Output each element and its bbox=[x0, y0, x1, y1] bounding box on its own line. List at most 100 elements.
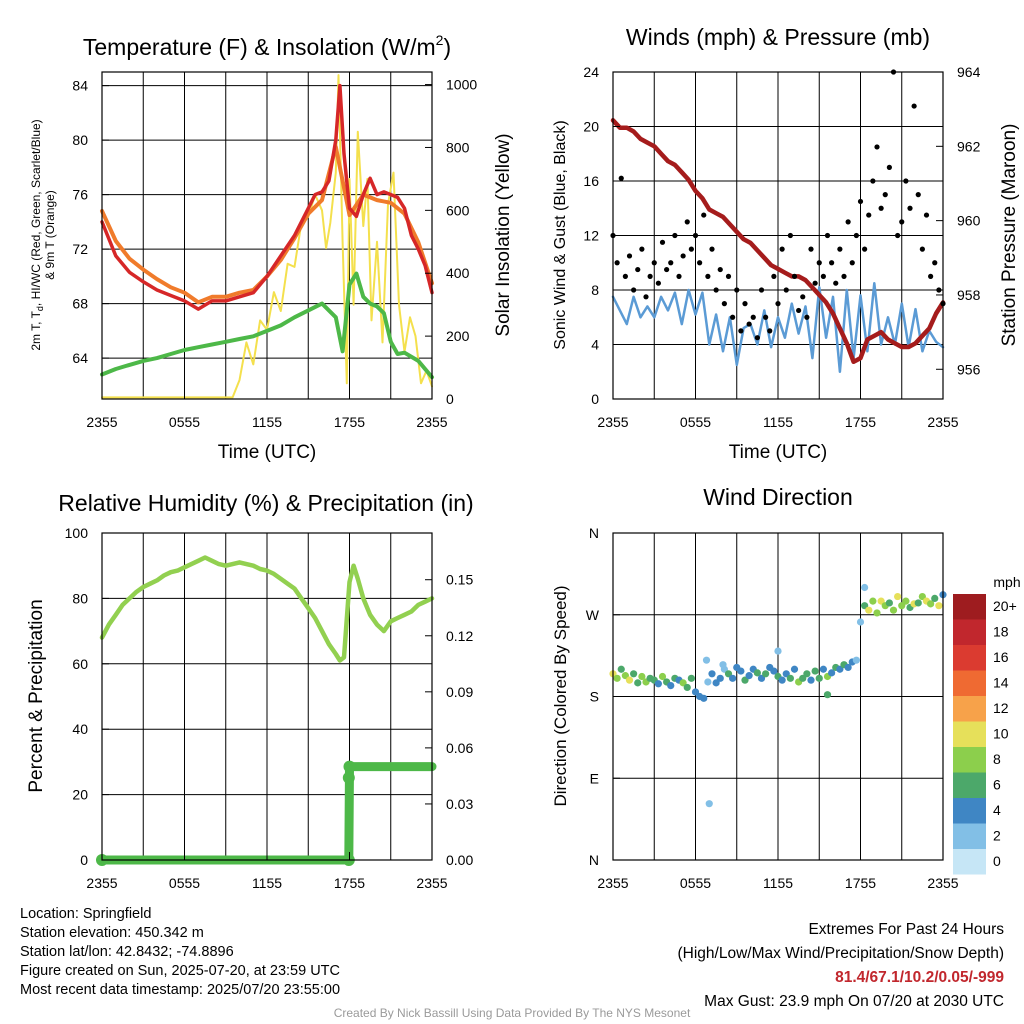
wind-pressure-series bbox=[610, 69, 946, 374]
direction-point bbox=[778, 676, 786, 684]
colorbar-swatch bbox=[953, 849, 986, 875]
colorbar-label: 12 bbox=[993, 700, 1009, 716]
gust-point bbox=[866, 212, 872, 218]
temperature-panel: Temperature (F) & Insolation (W/m2) 64 68… bbox=[29, 32, 514, 463]
gust-point bbox=[709, 246, 715, 252]
direction-point bbox=[704, 678, 712, 686]
y2-tick-label: 200 bbox=[446, 328, 470, 344]
direction-point bbox=[889, 606, 898, 614]
colorbar-swatch bbox=[953, 823, 986, 849]
gust-point bbox=[725, 273, 732, 279]
y-tick-label: 8 bbox=[591, 282, 599, 298]
gust-point bbox=[882, 192, 888, 198]
speed-colorbar: mph 20+ 18 16 14 12 10 8 6 4 2 0 bbox=[953, 574, 1021, 875]
recent-data-timestamp: Most recent data timestamp: 2025/07/20 2… bbox=[20, 982, 341, 998]
x-tick-label: 1755 bbox=[845, 414, 876, 430]
temperature-xlabel: Time (UTC) bbox=[218, 442, 317, 463]
gust-point bbox=[845, 219, 851, 225]
direction-point bbox=[852, 656, 860, 664]
gust-point bbox=[824, 232, 831, 239]
direction-point bbox=[667, 682, 675, 690]
direction-point bbox=[762, 670, 770, 678]
y2-tick-label: 600 bbox=[446, 202, 470, 218]
colorbar-swatch bbox=[953, 594, 986, 620]
direction-point bbox=[844, 663, 852, 672]
gust-point bbox=[783, 287, 789, 293]
y-tick-label: 60 bbox=[72, 656, 88, 672]
y-tick-label: 24 bbox=[583, 64, 599, 80]
direction-point bbox=[729, 674, 737, 682]
gust-point bbox=[899, 219, 905, 225]
gust-point bbox=[771, 273, 777, 279]
gust-point bbox=[659, 239, 666, 245]
x-tick-label: 0555 bbox=[680, 414, 711, 430]
gust-point bbox=[841, 273, 847, 279]
gust-point bbox=[903, 178, 909, 184]
direction-point bbox=[873, 609, 881, 617]
y-tick-label: 80 bbox=[72, 590, 88, 606]
colorbar-swatch bbox=[953, 670, 986, 696]
gust-point bbox=[800, 294, 806, 300]
colorbar-swatch bbox=[953, 747, 986, 773]
x-tick-label: 2355 bbox=[597, 875, 628, 891]
x-tick-label: 1155 bbox=[252, 875, 282, 891]
gust-point bbox=[655, 280, 661, 286]
humidity-series bbox=[96, 555, 437, 866]
y2-tick-label: 0.00 bbox=[446, 852, 473, 868]
gust-point bbox=[713, 287, 719, 293]
x-tick-label: 2355 bbox=[86, 875, 117, 891]
precipitation-marker bbox=[343, 760, 356, 773]
max-gust: Max Gust: 23.9 mph On 07/20 at 2030 UTC bbox=[704, 993, 1004, 1010]
gust-point bbox=[668, 260, 674, 266]
gust-point bbox=[808, 246, 814, 252]
direction-point bbox=[894, 592, 902, 601]
y2-tick-label: 0 bbox=[446, 391, 454, 407]
direction-point bbox=[861, 583, 869, 592]
y-tick-label: 40 bbox=[72, 721, 88, 737]
direction-point bbox=[811, 667, 819, 675]
colorbar-title: mph bbox=[993, 574, 1020, 590]
gust-point bbox=[816, 260, 822, 266]
station-latlon: Station lat/lon: 42.8432; -74.8896 bbox=[20, 944, 234, 960]
wind-direction-panel: Wind Direction N E S W N 2355 0555 1155 1755 2355… bbox=[551, 484, 1021, 891]
y-tick-label: 0 bbox=[80, 852, 88, 868]
gust-point bbox=[692, 232, 699, 239]
pressure-line bbox=[610, 118, 946, 365]
gust-point bbox=[853, 232, 859, 239]
extremes-title: Extremes For Past 24 Hours bbox=[808, 921, 1004, 938]
gust-point bbox=[874, 144, 880, 150]
gust-point bbox=[837, 246, 843, 252]
x-tick-label: 2355 bbox=[927, 414, 958, 430]
direction-point bbox=[683, 683, 691, 692]
gust-point bbox=[878, 205, 884, 211]
y-tick-label: S bbox=[590, 689, 599, 705]
humidity-panel: Relative Humidity (%) & Precipitation (i… bbox=[26, 490, 474, 891]
wind-direction-ticks: N E S W N 2355 0555 1155 1755 2355 bbox=[586, 525, 959, 891]
wind-pressure-grid bbox=[613, 72, 943, 399]
gust-point bbox=[701, 212, 707, 218]
gust-point bbox=[676, 273, 682, 279]
x-tick-label: 2355 bbox=[416, 414, 447, 430]
y-tick-label: 20 bbox=[72, 787, 88, 803]
y2-tick-label: 0.12 bbox=[446, 628, 473, 644]
wind-pressure-panel: Winds (mph) & Pressure (mb) 0 4 8 12 16 20 24 9… bbox=[552, 24, 1020, 463]
direction-point bbox=[786, 674, 794, 682]
dewpoint-line bbox=[100, 271, 434, 380]
wind-pressure-ticks: 0 4 8 12 16 20 24 956 958 960 962 964 2355 0555 1155 17… bbox=[583, 64, 980, 430]
gust-point bbox=[775, 301, 781, 307]
temperature-series bbox=[100, 74, 434, 399]
y-tick-label: 100 bbox=[65, 525, 89, 541]
station-elevation: Station elevation: 450.342 m bbox=[20, 925, 204, 941]
gust-point bbox=[787, 232, 793, 239]
x-tick-label: 2355 bbox=[86, 414, 117, 430]
colorbar-label: 4 bbox=[993, 802, 1001, 818]
y-tick-label: W bbox=[586, 607, 600, 623]
gust-point bbox=[829, 260, 835, 266]
direction-point bbox=[790, 665, 799, 673]
direction-point bbox=[753, 669, 761, 677]
gust-point bbox=[928, 273, 934, 279]
pressure-ylabel: Station Pressure (Maroon) bbox=[999, 124, 1020, 347]
x-tick-label: 1155 bbox=[252, 414, 282, 430]
wind-xlabel: Time (UTC) bbox=[729, 442, 828, 463]
